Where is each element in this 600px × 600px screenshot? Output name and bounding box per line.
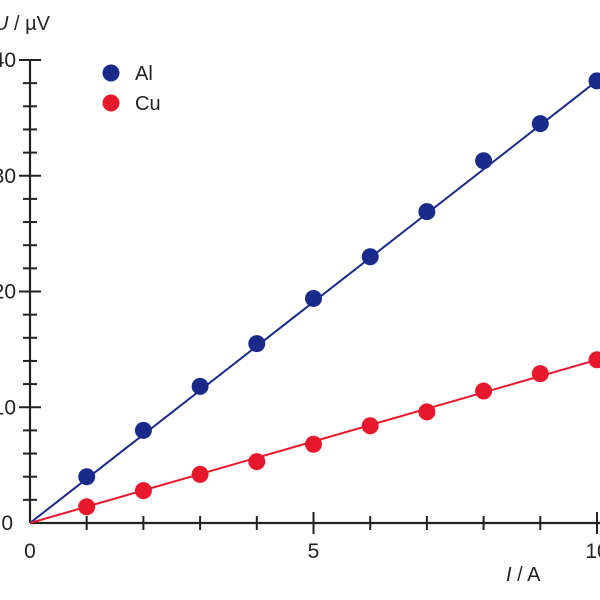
data-point-cu xyxy=(475,382,493,400)
legend: Al Cu xyxy=(102,63,161,115)
data-point-cu xyxy=(191,465,209,483)
legend-label-cu: Cu xyxy=(135,93,161,115)
y-tick-label: 10 xyxy=(0,396,16,419)
x-axis: 0 5 10 xyxy=(24,512,600,563)
data-point-al xyxy=(305,289,322,307)
y-tick-label: 30 xyxy=(0,165,16,188)
x-axis-title: I / A xyxy=(506,564,541,586)
data-point-cu xyxy=(248,453,266,471)
data-point-cu xyxy=(305,435,322,453)
data-point-cu xyxy=(418,403,436,421)
data-point-al xyxy=(361,248,379,266)
y-axis-title-unit: / µV xyxy=(8,13,50,35)
legend-label-al: Al xyxy=(135,63,153,85)
x-tick-label: 5 xyxy=(308,540,320,563)
data-point-al xyxy=(475,152,493,170)
data-point-al xyxy=(248,335,266,353)
data-point-al xyxy=(418,203,436,221)
y-tick-label: 40 xyxy=(0,49,16,72)
data-point-cu xyxy=(588,351,600,369)
data-point-cu xyxy=(134,482,152,500)
x-axis-title-unit: / A xyxy=(512,564,542,586)
legend-marker-al xyxy=(102,64,120,82)
data-point-al xyxy=(588,72,600,90)
data-point-cu xyxy=(361,417,379,435)
data-point-al xyxy=(134,421,152,439)
x-tick-label: 0 xyxy=(24,540,36,563)
data-point-al xyxy=(531,115,549,133)
legend-marker-cu xyxy=(102,94,120,112)
y-tick-label: 20 xyxy=(0,281,16,304)
y-axis-title-symbol: U xyxy=(0,13,9,35)
data-point-cu xyxy=(78,498,96,516)
y-axis: 10 20 30 40 0 xyxy=(0,49,41,535)
data-point-al xyxy=(191,377,209,395)
x-tick-label: 10 xyxy=(585,540,600,563)
y-tick-label: 0 xyxy=(1,512,13,535)
x-axis-title-symbol: I xyxy=(506,564,512,586)
data-point-cu xyxy=(531,365,549,383)
y-axis-title: U / µV xyxy=(0,13,51,35)
data-point-al xyxy=(78,468,96,486)
data-points xyxy=(78,72,600,516)
